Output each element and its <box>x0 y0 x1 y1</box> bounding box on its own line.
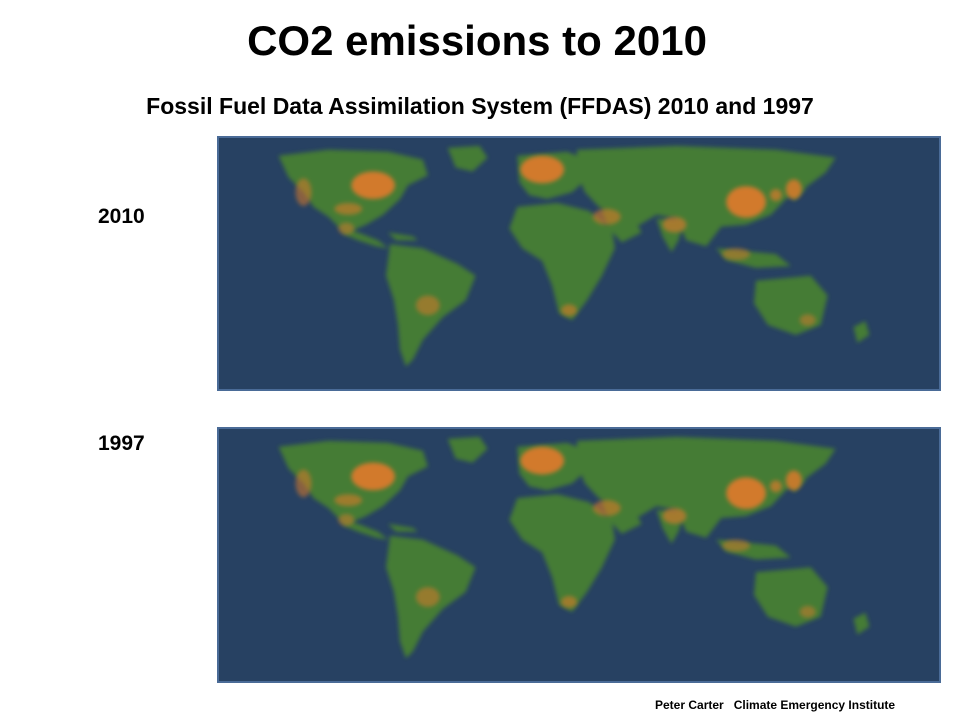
hotspot-south-africa <box>561 596 578 608</box>
hotspot-middle-east <box>592 208 621 225</box>
land-tint-asia <box>577 436 836 538</box>
hotspot-us-west <box>295 469 312 498</box>
land-tint-greenland <box>447 436 488 463</box>
land-tint-africa <box>509 202 615 321</box>
hotspot-mexico <box>338 513 355 526</box>
hotspot-korea <box>769 480 782 493</box>
hotspot-india-ne <box>662 508 687 524</box>
hotspot-western-europe <box>520 155 565 184</box>
hotspot-us-east <box>351 171 396 200</box>
hotspot-middle-east <box>592 500 621 516</box>
land-tint-greenland <box>447 145 488 172</box>
emissions-map-1997 <box>217 427 941 683</box>
hotspot-us-gulf <box>334 494 363 507</box>
slide-title: CO2 emissions to 2010 <box>247 17 707 64</box>
land-tint-new-zealand <box>853 612 870 635</box>
hotspot-brazil-se <box>415 587 440 607</box>
hotspot-mexico <box>338 222 355 235</box>
land-tint-caribbean <box>388 232 418 241</box>
hotspot-western-europe <box>520 446 565 475</box>
hotspot-japan <box>785 179 802 200</box>
hotspot-se-asia <box>722 539 751 552</box>
hotspot-brazil-se <box>415 295 440 316</box>
hotspot-east-china <box>726 477 766 510</box>
land-tint-new-zealand <box>853 321 870 343</box>
land-tint-caribbean <box>388 523 418 532</box>
hotspot-australia-se <box>799 605 816 618</box>
land-tint-africa <box>509 494 615 612</box>
emissions-map-2010 <box>217 136 941 391</box>
year-label-1997: 1997 <box>98 432 145 455</box>
hotspot-us-gulf <box>334 202 363 215</box>
hotspot-east-china <box>726 186 766 218</box>
world-map-2010-svg <box>278 145 870 367</box>
hotspot-se-asia <box>722 248 751 261</box>
hotspot-south-africa <box>561 304 578 317</box>
land-tint-asia <box>577 145 836 247</box>
year-label-2010: 2010 <box>98 205 145 228</box>
land-masses-1997 <box>278 436 870 659</box>
hotspot-australia-se <box>799 314 816 327</box>
hotspot-korea <box>769 189 782 201</box>
credit-line: Peter Carter Climate Emergency Institute <box>655 698 896 712</box>
hotspot-india-ne <box>662 216 687 233</box>
slide-subtitle: Fossil Fuel Data Assimilation System (FF… <box>146 93 814 119</box>
hotspot-us-west <box>295 178 312 206</box>
emission-hotspots-2010 <box>295 155 816 327</box>
hotspot-us-east <box>351 462 396 491</box>
world-map-1997-svg <box>278 436 870 659</box>
land-tint-australia <box>754 275 828 335</box>
land-tint-australia <box>754 567 828 627</box>
hotspot-japan <box>785 470 802 491</box>
emission-hotspots-1997 <box>295 446 816 618</box>
